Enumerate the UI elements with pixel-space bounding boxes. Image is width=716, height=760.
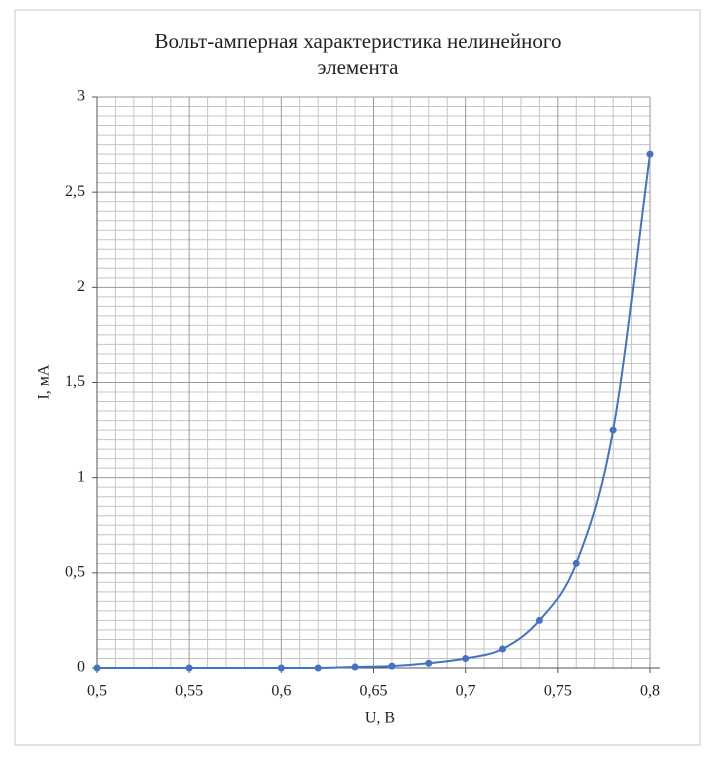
- point: [185, 664, 193, 672]
- y-tick-label: 0: [77, 659, 85, 676]
- chart-frame: [14, 9, 701, 746]
- y-tick-label: 3: [77, 88, 85, 105]
- point: [388, 662, 396, 670]
- x-tick-label: 0,6: [271, 683, 291, 700]
- point: [277, 664, 285, 672]
- y-tick-label: 0,5: [65, 564, 85, 581]
- point: [351, 663, 359, 671]
- y-tick-label: 1,5: [65, 373, 85, 390]
- y-tick-label: 1: [77, 468, 85, 485]
- point: [572, 559, 580, 567]
- point: [646, 150, 654, 158]
- x-tick-label: 0,65: [360, 683, 388, 700]
- point: [425, 659, 433, 667]
- point: [499, 645, 507, 653]
- y-axis-label: I, мА: [36, 364, 53, 399]
- y-tick-label: 2,5: [65, 183, 85, 200]
- point: [462, 654, 470, 662]
- x-tick-label: 0,8: [640, 683, 660, 700]
- x-tick-label: 0,7: [456, 683, 476, 700]
- x-axis-label: U, В: [365, 710, 395, 727]
- x-tick-label: 0,5: [87, 683, 107, 700]
- y-tick-label: 2: [77, 278, 85, 295]
- point: [535, 616, 543, 624]
- x-tick-label: 0,55: [175, 683, 203, 700]
- point: [93, 664, 101, 672]
- chart-title: Вольт-амперная характеристика нелинейног…: [154, 29, 562, 79]
- point: [314, 664, 322, 672]
- x-tick-label: 0,75: [544, 683, 572, 700]
- point: [609, 426, 617, 434]
